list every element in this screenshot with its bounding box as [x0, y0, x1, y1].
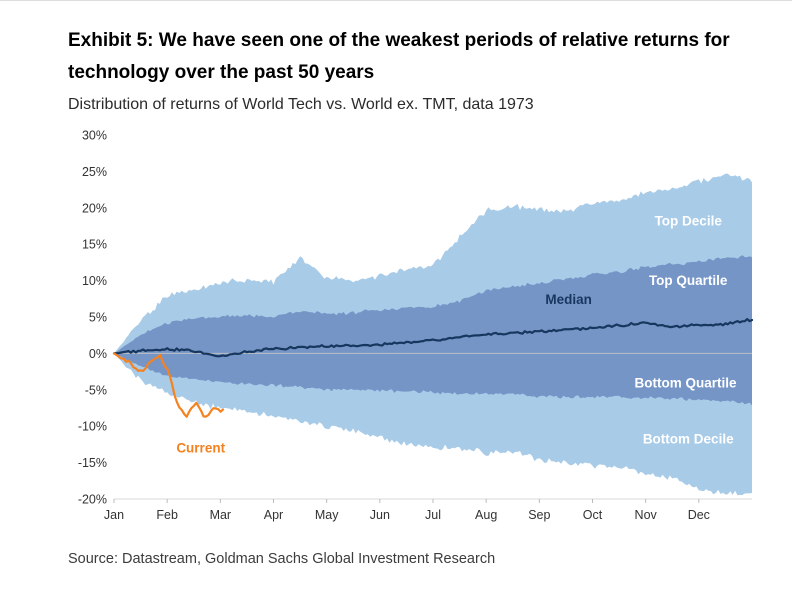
x-tick-label: Nov	[635, 508, 658, 522]
annotation-top-decile: Top Decile	[655, 213, 723, 228]
annotation-bottom-decile: Bottom Decile	[643, 432, 734, 447]
x-tick-label: Jun	[370, 508, 390, 522]
annotation-current: Current	[176, 440, 225, 455]
fan-chart-canvas: Top Decile Top Quartile Median Bottom Quart…	[78, 129, 754, 522]
exhibit-title: Exhibit 5: We have seen one of the weake…	[68, 30, 730, 83]
y-tick-label: 15%	[82, 238, 107, 252]
annotation-median: Median	[545, 292, 592, 307]
current-line	[112, 352, 225, 418]
exhibit-subtitle: Distribution of returns of World Tech vs…	[68, 96, 534, 113]
x-tick-label: May	[315, 508, 339, 522]
median-line	[112, 318, 754, 358]
x-tick-label: Apr	[264, 508, 283, 522]
annotation-bottom-quartile: Bottom Quartile	[634, 376, 736, 391]
x-tick-label: Jul	[425, 508, 441, 522]
y-tick-label: -15%	[78, 456, 107, 470]
y-tick-label: 0%	[89, 347, 107, 361]
quartile-band-area	[114, 255, 752, 406]
y-tick-label: 10%	[82, 274, 107, 288]
x-tick-label: Aug	[475, 508, 497, 522]
y-tick-label: 25%	[82, 165, 107, 179]
y-tick-label: -10%	[78, 420, 107, 434]
y-tick-label: -20%	[78, 493, 107, 507]
x-tick-label: Jan	[104, 508, 124, 522]
x-tick-label: Feb	[156, 508, 178, 522]
y-tick-label: 5%	[89, 311, 107, 325]
y-tick-label: 20%	[82, 201, 107, 215]
x-tick-label: Sep	[528, 508, 550, 522]
exhibit-chart: Top Decile Top Quartile Median Bottom Quart…	[68, 127, 758, 527]
y-tick-label: -5%	[85, 383, 107, 397]
y-tick-label: 30%	[82, 129, 107, 143]
x-tick-label: Dec	[688, 508, 710, 522]
annotation-top-quartile: Top Quartile	[649, 273, 728, 288]
x-tick-label: Mar	[210, 508, 232, 522]
x-tick-label: Oct	[583, 508, 603, 522]
source-note: Source: Datastream, Goldman Sachs Global…	[68, 551, 496, 567]
